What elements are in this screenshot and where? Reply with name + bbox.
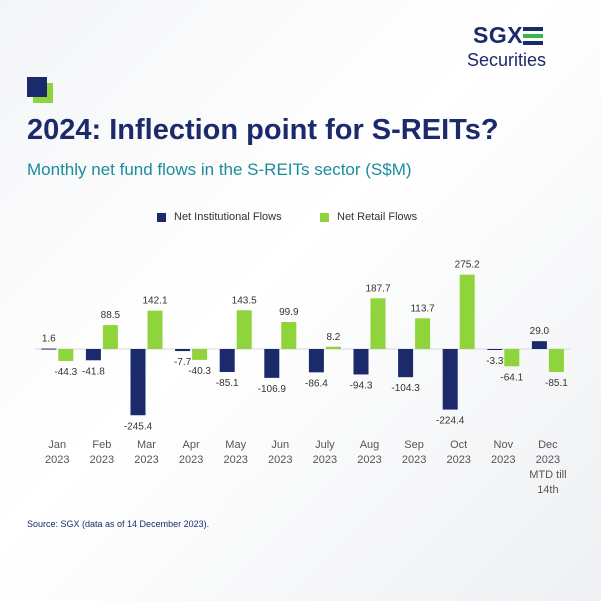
chart-subtitle: Monthly net fund flows in the S-REITs se… (27, 160, 412, 179)
legend-swatch-retail (320, 212, 329, 222)
page-title: 2024: Inflection point for S-REITs? (27, 114, 499, 146)
bar-retail-3 (147, 310, 163, 349)
x-tick-label-12-line-2: 2023 (536, 454, 560, 466)
legend-label-retail: Net Retail Flows (337, 211, 418, 223)
x-tick-label-11-line-2: 2023 (491, 454, 515, 466)
x-tick-label-2-line-2: 2023 (90, 454, 114, 466)
data-label-retail-2: 88.5 (101, 310, 121, 321)
bar-retail-10 (459, 274, 475, 349)
bar-institutional-6 (264, 349, 280, 378)
bar-retail-1 (58, 349, 74, 361)
data-label-institutional-2: -41.8 (82, 366, 105, 377)
x-tick-label-10-line-2: 2023 (446, 454, 470, 466)
x-tick-label-1-line-2: 2023 (45, 454, 69, 466)
data-label-institutional-3: -245.4 (124, 421, 153, 432)
data-label-retail-11: -64.1 (500, 372, 523, 383)
bar-institutional-11 (487, 349, 503, 350)
data-label-institutional-9: -104.3 (391, 383, 420, 394)
bar-retail-9 (415, 318, 431, 349)
bar-institutional-12 (531, 341, 547, 349)
x-tick-label-6-line-2: 2023 (268, 454, 292, 466)
x-tick-label-7-line-1: July (315, 439, 335, 451)
legend-item-retail: Net Retail Flows (320, 211, 417, 223)
bar-institutional-5 (219, 349, 235, 372)
bar-retail-5 (236, 310, 252, 349)
bar-institutional-9 (398, 349, 414, 378)
x-tick-label-3-line-2: 2023 (134, 454, 158, 466)
bar-institutional-4 (175, 349, 191, 352)
x-tick-label-5-line-2: 2023 (223, 454, 247, 466)
x-tick-label-11-line-1: Nov (494, 439, 514, 451)
x-tick-label-12-line-4: 14th (537, 484, 558, 496)
x-tick-label-9-line-1: Sep (404, 439, 424, 451)
data-label-retail-6: 99.9 (279, 307, 299, 318)
bar-institutional-10 (442, 349, 458, 410)
data-label-institutional-7: -86.4 (305, 378, 328, 389)
logo-subtext: Securities (467, 50, 547, 70)
legend-swatch-institutional (157, 212, 166, 222)
data-label-institutional-4: -7.7 (174, 357, 192, 368)
x-tick-label-10-line-1: Oct (450, 439, 467, 451)
legend-item-institutional: Net Institutional Flows (157, 211, 282, 223)
data-label-institutional-10: -224.4 (436, 416, 465, 427)
bar-retail-7 (325, 346, 341, 349)
x-tick-label-4-line-2: 2023 (179, 454, 203, 466)
x-tick-label-8-line-2: 2023 (357, 454, 381, 466)
bar-institutional-8 (353, 349, 369, 375)
data-label-institutional-5: -85.1 (216, 378, 239, 389)
decorative-squares-icon (27, 77, 53, 103)
x-tick-label-7-line-2: 2023 (313, 454, 337, 466)
data-label-retail-8: 187.7 (365, 283, 390, 294)
data-label-retail-1: -44.3 (54, 367, 77, 378)
bar-retail-2 (102, 325, 118, 349)
x-tick-label-8-line-1: Aug (360, 439, 380, 451)
data-label-institutional-8: -94.3 (350, 380, 373, 391)
data-label-retail-12: -85.1 (545, 378, 568, 389)
x-tick-label-12-line-3: MTD till (529, 469, 566, 481)
x-tick-label-1-line-1: Jan (48, 439, 66, 451)
x-tick-label-4-line-1: Apr (183, 439, 200, 451)
bar-retail-12 (548, 349, 564, 372)
bar-retail-8 (370, 298, 386, 349)
logo-text: SGX (473, 22, 524, 48)
x-tick-label-3-line-1: Mar (137, 439, 156, 451)
data-label-institutional-1: 1.6 (42, 334, 56, 345)
data-label-institutional-12: 29.0 (530, 326, 550, 337)
bar-retail-6 (281, 322, 297, 349)
data-label-institutional-11: -3.3 (486, 356, 504, 367)
data-label-retail-5: 143.5 (232, 295, 257, 306)
bar-institutional-7 (308, 349, 324, 373)
source-note: Source: SGX (data as of 14 December 2023… (27, 519, 210, 529)
data-label-retail-9: 113.7 (410, 303, 435, 314)
sgx-securities-logo: SGX Securities (467, 22, 577, 72)
x-tick-label-12-line-1: Dec (538, 439, 558, 451)
data-label-retail-3: 142.1 (142, 296, 167, 307)
data-label-retail-10: 275.2 (455, 260, 480, 271)
logo-bars-icon (523, 27, 543, 45)
bar-retail-11 (504, 349, 520, 367)
x-tick-label-9-line-2: 2023 (402, 454, 426, 466)
bar-institutional-3 (130, 349, 146, 416)
x-tick-label-5-line-1: May (225, 439, 246, 451)
x-tick-label-6-line-1: Jun (271, 439, 289, 451)
bar-retail-4 (192, 349, 208, 360)
data-label-retail-7: 8.2 (326, 332, 340, 343)
data-label-institutional-6: -106.9 (258, 384, 287, 395)
bar-institutional-2 (85, 349, 101, 361)
bar-institutional-1 (41, 348, 57, 350)
x-tick-label-2-line-1: Feb (92, 439, 111, 451)
data-label-retail-4: -40.3 (188, 366, 211, 377)
legend-label-institutional: Net Institutional Flows (174, 211, 282, 223)
